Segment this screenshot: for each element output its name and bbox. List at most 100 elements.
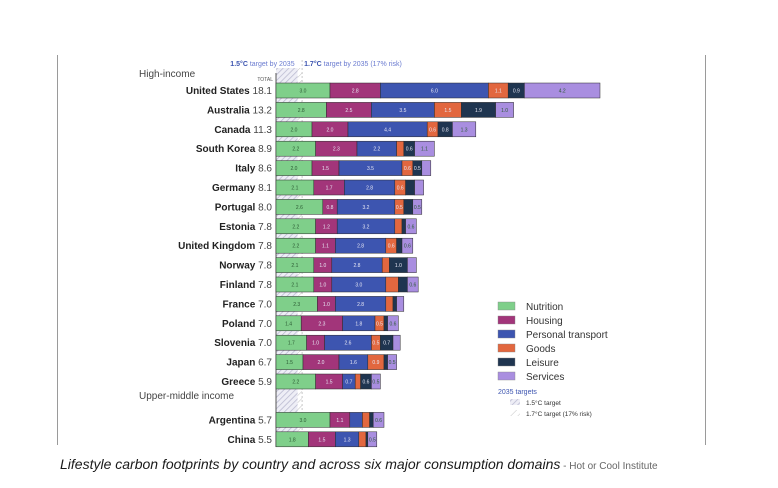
legend-targets-title: 2035 targets <box>498 389 537 396</box>
segment-value-label: 1.0 <box>395 263 402 269</box>
segment-value-label: 0.9 <box>513 89 520 95</box>
country-label-slovenia: Slovenia 7.0 <box>214 338 272 349</box>
legend-label-leisure: Leisure <box>526 358 559 369</box>
bar-segment-south-korea-goods <box>396 140 405 157</box>
segment-value-label: 0.5 <box>414 205 421 211</box>
country-label-australia: Australia 13.2 <box>207 105 272 116</box>
segment-value-label: 1.8 <box>289 437 296 443</box>
segment-value-label: 0.6 <box>409 283 416 289</box>
total-value: 5.7 <box>258 415 272 426</box>
segment-value-label: 2.0 <box>291 166 298 172</box>
segment-value-label: 2.0 <box>291 127 298 133</box>
segment-value-label: 0.8 <box>442 127 449 133</box>
segment-value-label: 1.5 <box>286 360 293 366</box>
total-value: 7.0 <box>258 299 272 310</box>
segment-value-label: 1.1 <box>322 244 329 250</box>
segment-value-label: 1.2 <box>323 224 330 230</box>
bar-segment-poland-leisure <box>383 315 388 332</box>
segment-value-label: 0.5 <box>372 341 379 347</box>
segment-value-label: 1.6 <box>350 360 357 366</box>
segment-value-label: 0.6 <box>404 166 411 172</box>
segment-value-label: 2.2 <box>292 380 299 386</box>
segment-value-label: 2.2 <box>292 224 299 230</box>
bar-segment-australia-services <box>495 102 514 118</box>
segment-value-label: 3.0 <box>300 89 307 95</box>
bar-segment-poland-services <box>387 315 399 332</box>
segment-value-label: 3.5 <box>399 108 406 114</box>
legend-label-1-5c-target: 1.5°C target <box>526 399 561 407</box>
segment-value-label: 4.2 <box>559 89 566 95</box>
segment-value-label: 2.3 <box>318 321 325 327</box>
segment-value-label: 1.3 <box>344 437 351 443</box>
total-value: 7.8 <box>258 222 272 233</box>
caption-source: - Hot or Cool Institute <box>560 461 658 472</box>
target-label-1-7c: 1.7°C target by 2035 (17% risk) <box>304 60 402 68</box>
bar-segment-south-korea-services <box>414 140 435 157</box>
bar-segment-united-kingdom-leisure <box>396 237 403 254</box>
bar-segment-france-goods <box>385 296 394 312</box>
bar-segment-argentina-goods <box>362 412 370 428</box>
legend-swatch-services <box>497 371 516 381</box>
country-label-canada: Canada 11.3 <box>214 125 272 136</box>
segment-value-label: 6.0 <box>431 89 438 95</box>
segment-value-label: 1.0 <box>319 263 326 269</box>
segment-value-label: 2.6 <box>296 205 303 211</box>
figure-caption: Lifestyle carbon footprints by country a… <box>60 456 658 472</box>
segment-value-label: 2.2 <box>292 147 299 153</box>
legend-swatch-1-7c-target <box>510 410 520 416</box>
bar-segment-china-services <box>367 431 378 448</box>
segment-value-label: 2.6 <box>345 341 352 347</box>
bar-segment-china-leisure <box>365 431 369 448</box>
bar-segment-china-goods <box>358 431 367 448</box>
legend-swatch-housing <box>497 315 516 325</box>
segment-value-label: 1.7 <box>326 186 333 192</box>
segment-value-label: 2.1 <box>291 186 298 192</box>
target-label-1-5c: 1.5°C target by 2035 <box>230 60 294 68</box>
segment-value-label: 2.8 <box>357 244 364 250</box>
total-value: 8.1 <box>258 183 272 194</box>
segment-value-label: 1.0 <box>501 108 508 114</box>
segment-value-label: 3.2 <box>363 224 370 230</box>
total-value: 8.6 <box>258 164 272 175</box>
bar-segment-germany-leisure <box>405 179 415 196</box>
segment-value-label: 2.8 <box>352 89 359 95</box>
legend-swatch-nutrition <box>497 301 516 311</box>
bar-segment-finland-services <box>407 276 419 293</box>
legend-label-housing: Housing <box>526 316 563 327</box>
segment-value-label: 1.4 <box>285 321 292 327</box>
bar-segment-france-leisure <box>392 296 397 312</box>
total-value: 8.0 <box>258 202 272 213</box>
segment-value-label: 1.3 <box>461 127 468 133</box>
segment-value-label: 0.6 <box>429 127 436 133</box>
segment-value-label: 2.3 <box>333 147 340 153</box>
legend-swatch-1-5c-target <box>510 399 520 405</box>
total-value: 7.8 <box>258 241 272 252</box>
bar-segment-greece-goods <box>354 373 361 390</box>
segment-value-label: 0.5 <box>376 321 383 327</box>
bar-segment-slovenia-services <box>392 334 401 351</box>
segment-value-label: 4.4 <box>384 127 391 133</box>
segment-value-label: 2.3 <box>293 302 300 308</box>
country-label-estonia: Estonia 7.8 <box>219 222 272 233</box>
country-label-france: France 7.0 <box>223 299 273 310</box>
segment-value-label: 1.0 <box>319 283 326 289</box>
legend-label-nutrition: Nutrition <box>526 302 563 313</box>
total-value: 7.8 <box>258 261 272 272</box>
legend-label-1-7c-target: 1.7°C target (17% risk) <box>526 410 592 418</box>
stacked-bar-chart: High-income Upper-middle income 1.5°C targ… <box>139 60 608 448</box>
country-label-china: China 5.5 <box>228 435 273 446</box>
legend-label-personal-transport: Personal transport <box>526 330 608 341</box>
bar-segment-canada-services <box>452 121 477 138</box>
segment-value-label: 3.5 <box>367 166 374 172</box>
bar-segment-germany-services <box>414 179 424 196</box>
segment-value-label: 2.8 <box>354 263 361 269</box>
total-value: 5.9 <box>258 377 272 388</box>
country-label-germany: Germany 8.1 <box>212 183 272 194</box>
segment-value-label: 2.1 <box>291 263 298 269</box>
bar-segment-norway-goods <box>381 257 390 273</box>
segment-value-label: 0.6 <box>363 380 370 386</box>
segment-value-label: 3.0 <box>300 418 307 424</box>
country-label-united-states: United States 18.1 <box>186 86 273 97</box>
segment-value-label: 1.0 <box>312 341 319 347</box>
group-label-high-income: High-income <box>139 69 196 80</box>
